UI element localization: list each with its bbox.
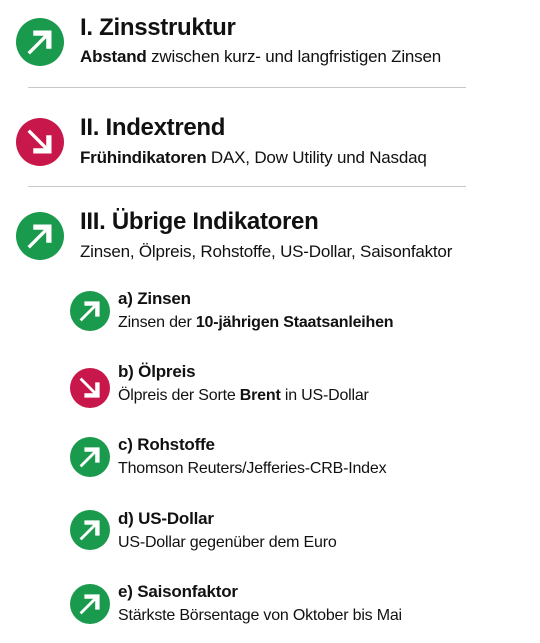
sub-indicator-us-dollar: d) US-Dollar US-Dollar gegenüber dem Eur… bbox=[0, 505, 540, 565]
indicator-uebrige: III. Übrige Indikatoren Zinsen, Ölpreis,… bbox=[0, 186, 540, 276]
divider bbox=[28, 186, 466, 187]
sub-indicator-subtitle: Thomson Reuters/Jefferies-CRB-Index bbox=[118, 460, 387, 477]
indicator-title: I. Zinsstruktur bbox=[80, 14, 236, 41]
sub-indicator-title: b) Ölpreis bbox=[118, 362, 196, 381]
sub-indicator-title: d) US-Dollar bbox=[118, 509, 214, 528]
sub-indicator-rohstoffe: c) Rohstoffe Thomson Reuters/Jefferies-C… bbox=[0, 431, 540, 491]
sub-indicator-subtitle: Stärkste Börsentage von Oktober bis Mai bbox=[118, 607, 402, 624]
indicator-subtitle: Frühindikatoren DAX, Dow Utility und Nas… bbox=[80, 148, 427, 167]
arrow-up-right-icon bbox=[70, 437, 110, 477]
sub-indicator-subtitle: Ölpreis der Sorte Brent in US-Dollar bbox=[118, 387, 369, 404]
indicator-indextrend: II. Indextrend Frühindikatoren DAX, Dow … bbox=[0, 90, 540, 186]
arrow-up-right-icon bbox=[70, 584, 110, 624]
arrow-down-right-icon bbox=[70, 368, 110, 408]
sub-indicator-oelpreis: b) Ölpreis Ölpreis der Sorte Brent in US… bbox=[0, 358, 540, 418]
arrow-up-right-icon bbox=[70, 510, 110, 550]
indicator-subtitle: Abstand zwischen kurz- und langfristigen… bbox=[80, 47, 441, 66]
sub-indicator-zinsen: a) Zinsen Zinsen der 10-jährigen Staatsa… bbox=[0, 285, 540, 345]
indicator-zinsstruktur: I. Zinsstruktur Abstand zwischen kurz- u… bbox=[0, 0, 540, 90]
indicator-title: II. Indextrend bbox=[80, 114, 226, 141]
sub-indicator-subtitle: US-Dollar gegenüber dem Euro bbox=[118, 534, 337, 551]
indicator-subtitle: Zinsen, Ölpreis, Rohstoffe, US-Dollar, S… bbox=[80, 242, 453, 261]
indicator-title: III. Übrige Indikatoren bbox=[80, 208, 319, 235]
arrow-up-right-icon bbox=[70, 291, 110, 331]
sub-indicator-saisonfaktor: e) Saisonfaktor Stärkste Börsentage von … bbox=[0, 578, 540, 638]
sub-indicator-title: c) Rohstoffe bbox=[118, 435, 215, 454]
arrow-up-right-icon bbox=[16, 212, 64, 260]
sub-indicator-title: e) Saisonfaktor bbox=[118, 582, 238, 601]
arrow-up-right-icon bbox=[16, 18, 64, 66]
arrow-down-right-icon bbox=[16, 118, 64, 166]
divider bbox=[28, 87, 466, 88]
sub-indicator-subtitle: Zinsen der 10-jährigen Staatsanleihen bbox=[118, 314, 394, 331]
sub-indicator-title: a) Zinsen bbox=[118, 289, 191, 308]
